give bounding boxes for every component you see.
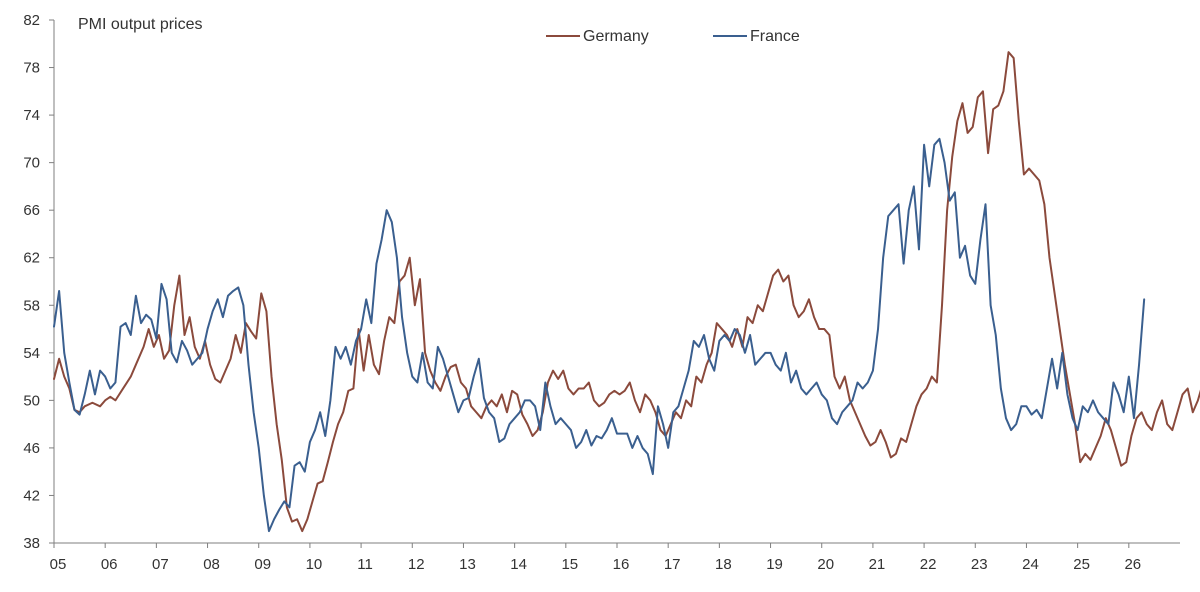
series-line-france	[53, 137, 1146, 533]
y-tick-label: 38	[23, 535, 40, 552]
x-tick-label: 11	[357, 556, 373, 573]
y-tick-label: 50	[23, 392, 40, 409]
x-tick-label: 20	[817, 556, 834, 573]
x-tick-label: 09	[254, 556, 271, 573]
y-tick-label: 66	[23, 202, 40, 219]
x-tick-label: 25	[1073, 556, 1090, 573]
series-line-germany	[53, 51, 1200, 533]
x-tick-label: 08	[203, 556, 220, 573]
y-tick-label: 54	[23, 345, 40, 362]
y-tick-label: 70	[23, 155, 40, 172]
x-tick-label: 14	[510, 556, 527, 573]
x-tick-label: 24	[1022, 556, 1039, 573]
x-tick-label: 13	[459, 556, 476, 573]
x-tick-label: 18	[715, 556, 732, 573]
series-layer	[53, 51, 1200, 533]
x-tick-label: 21	[869, 556, 886, 573]
y-tick-label: 46	[23, 440, 40, 457]
x-tick-label: 05	[50, 556, 67, 573]
x-tick-label: 07	[152, 556, 169, 573]
y-tick-label: 82	[23, 12, 40, 29]
x-tick-label: 15	[561, 556, 578, 573]
x-tick-label: 23	[971, 556, 988, 573]
y-tick-label: 74	[23, 107, 40, 124]
x-tick-label: 19	[766, 556, 783, 573]
x-tick-label: 10	[306, 556, 323, 573]
y-tick-label: 42	[23, 487, 40, 504]
legend-label-france: France	[750, 28, 800, 45]
x-tick-label: 06	[101, 556, 118, 573]
x-tick-label: 16	[613, 556, 630, 573]
x-tick-label: 26	[1124, 556, 1141, 573]
legend-label-germany: Germany	[583, 28, 649, 45]
x-tick-label: 17	[664, 556, 681, 573]
legend: Germany France	[546, 28, 800, 45]
y-tick-label: 62	[23, 250, 40, 267]
x-tick-label: 12	[408, 556, 425, 573]
y-tick-label: 58	[23, 297, 40, 314]
axes-layer: 38 42 46 50 54 58 62 66 70 74 78 82 05 06 07 08 09 10 11 12…	[23, 12, 1180, 573]
x-tick-label: 22	[920, 556, 937, 573]
y-tick-label: 78	[23, 60, 40, 77]
chart-title: PMI output prices	[78, 16, 203, 33]
